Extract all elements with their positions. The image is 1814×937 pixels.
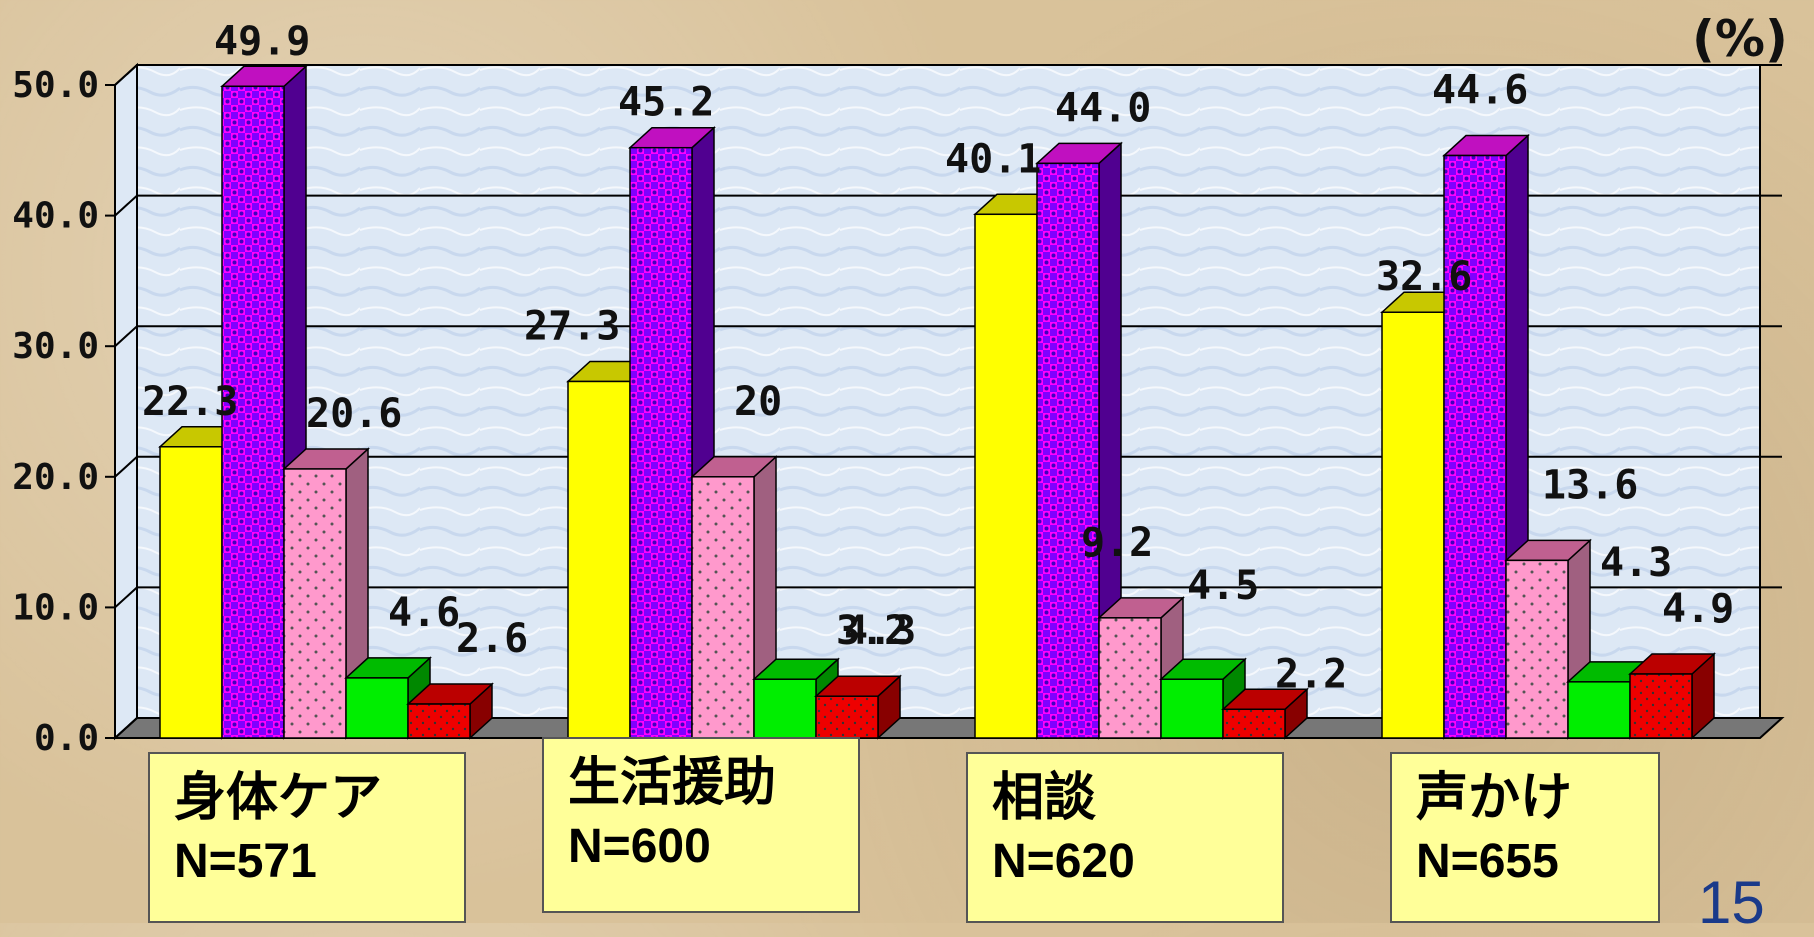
category-n: N=600: [568, 820, 711, 873]
category-n: N=620: [992, 835, 1135, 888]
category-n: N=571: [174, 835, 317, 888]
bar-front: [815, 695, 879, 739]
grid-line: [114, 586, 1782, 609]
data-label: 20.6: [306, 391, 402, 437]
bar-front: [1443, 154, 1507, 739]
grid-line: [114, 194, 1782, 217]
bar-front: [1222, 708, 1286, 739]
y-tick-labels: 0.0 10.0 20.0 30.0 40.0 50.0: [12, 65, 99, 759]
data-label: 49.9: [214, 18, 310, 64]
y-tick-label: 20.0: [12, 457, 99, 498]
bar-front: [1567, 681, 1631, 739]
data-label: 44.6: [1432, 68, 1528, 114]
data-label: 4.3: [1600, 540, 1672, 586]
category-name: 身体ケア: [174, 768, 383, 828]
data-label: 27.3: [524, 303, 620, 349]
data-label: 4.5: [1187, 563, 1259, 609]
category-label: 声かけ N=655: [1390, 752, 1660, 923]
category-name: 声かけ: [1416, 768, 1573, 828]
bar-front: [221, 85, 285, 739]
bar-front: [629, 146, 693, 739]
bar-front: [753, 678, 817, 739]
grid-line: [114, 64, 1782, 86]
bars: [158, 64, 1716, 740]
bar-front: [1036, 162, 1100, 739]
bar: [628, 125, 716, 740]
y-tick-label: 50.0: [12, 65, 99, 106]
data-label: 9.2: [1081, 520, 1153, 566]
y-tick-label: 0.0: [34, 718, 99, 759]
data-label: 3.2: [836, 608, 908, 654]
bar: [814, 674, 902, 740]
data-label: 45.2: [618, 80, 714, 126]
data-label: 13.6: [1542, 462, 1638, 508]
data-label: 32.6: [1376, 254, 1472, 300]
data-label: 20: [734, 379, 782, 425]
data-label: 4.6: [388, 590, 460, 636]
bar-front: [283, 468, 347, 739]
category-n: N=655: [1416, 835, 1559, 888]
side-wall: [114, 62, 138, 741]
page-number: 15: [1698, 869, 1765, 936]
bar-front: [1098, 617, 1162, 739]
category-name: 相談: [992, 768, 1097, 828]
unit-label: (%): [1692, 10, 1788, 68]
bar-front: [159, 446, 223, 739]
bar-front: [345, 677, 409, 739]
data-labels: 22.3 49.9 20.6 4.62.6 27.3 45.2 20 3.2 40.1 44.0 9…: [142, 18, 1734, 697]
bar-front: [1629, 673, 1693, 739]
category-name: 生活援助: [568, 753, 777, 813]
y-tick-label: 30.0: [12, 326, 99, 367]
bar: [1628, 652, 1716, 740]
bar: [406, 682, 494, 740]
bar: [1221, 687, 1309, 740]
bar: [752, 657, 840, 740]
data-label: 4.9: [1662, 586, 1734, 632]
data-label: 4.3: [844, 608, 916, 654]
data-label: 40.1: [945, 136, 1041, 182]
data-label: 44.0: [1055, 85, 1151, 131]
grid-lines: [105, 64, 1782, 739]
bar-front: [1160, 678, 1224, 739]
category-label: 生活援助 N=600: [542, 737, 860, 913]
data-label: 2.2: [1275, 651, 1347, 697]
bar-front: [974, 213, 1038, 739]
data-label: 2.6: [456, 616, 528, 662]
data-label: 22.3: [142, 379, 238, 425]
grid-line: [114, 325, 1782, 347]
bar-front: [1381, 311, 1445, 739]
y-tick-label: 40.0: [12, 196, 99, 237]
category-label: 相談 N=620: [966, 752, 1284, 923]
bar-front: [691, 476, 755, 739]
bar: [282, 447, 370, 740]
category-label: 身体ケア N=571: [148, 752, 466, 923]
y-tick-label: 10.0: [12, 587, 99, 628]
bar-front: [1505, 559, 1569, 739]
bar-front: [407, 703, 471, 739]
bar-front: [567, 380, 631, 739]
grid-line: [114, 455, 1782, 478]
bar: [690, 455, 778, 740]
